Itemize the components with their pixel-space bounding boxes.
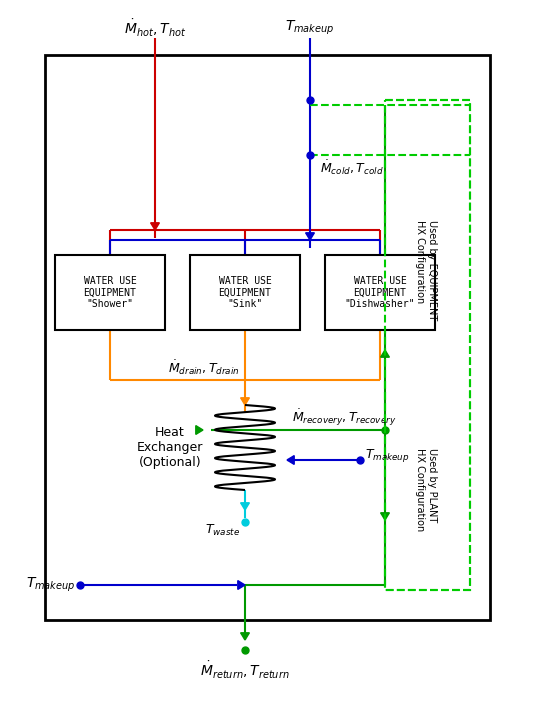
Text: $T_{makeup}$: $T_{makeup}$ (26, 576, 75, 594)
Polygon shape (287, 456, 294, 465)
Text: $\dot{M}_{drain}, T_{drain}$: $\dot{M}_{drain}, T_{drain}$ (168, 359, 240, 377)
Polygon shape (151, 223, 159, 230)
Bar (190, 255, 300, 330)
Bar (325, 255, 435, 330)
Text: WATER USE
EQUIPMENT
"Shower": WATER USE EQUIPMENT "Shower" (84, 276, 137, 309)
Polygon shape (241, 503, 249, 510)
Text: $\dot{M}_{cold}, T_{cold}$: $\dot{M}_{cold}, T_{cold}$ (320, 159, 384, 178)
Text: WATER USE
EQUIPMENT
"Dishwasher": WATER USE EQUIPMENT "Dishwasher" (345, 276, 415, 309)
Polygon shape (306, 233, 315, 240)
Bar (385, 100, 470, 590)
Text: WATER USE
EQUIPMENT
"Sink": WATER USE EQUIPMENT "Sink" (219, 276, 271, 309)
Polygon shape (381, 512, 389, 520)
Text: Used by EQUIPMENT
HX Configuration: Used by EQUIPMENT HX Configuration (415, 220, 437, 320)
Polygon shape (381, 350, 389, 357)
Polygon shape (196, 425, 203, 435)
Polygon shape (241, 633, 249, 640)
Text: $\dot{M}_{recovery}, T_{recovery}$: $\dot{M}_{recovery}, T_{recovery}$ (292, 408, 396, 428)
Polygon shape (238, 581, 245, 590)
Polygon shape (241, 398, 249, 405)
Text: $\dot{M}_{return}, T_{return}$: $\dot{M}_{return}, T_{return}$ (200, 659, 290, 680)
Bar (55, 255, 165, 330)
Text: $T_{makeup}$: $T_{makeup}$ (285, 19, 334, 37)
Text: Used by PLANT
HX Configuration: Used by PLANT HX Configuration (415, 449, 437, 531)
Bar (385, 100, 470, 590)
Text: $T_{waste}$: $T_{waste}$ (205, 522, 240, 538)
Text: $\dot{M}_{hot}, T_{hot}$: $\dot{M}_{hot}, T_{hot}$ (124, 18, 186, 39)
Text: $T_{makeup}$: $T_{makeup}$ (365, 446, 410, 463)
Text: Heat
Exchanger
(Optional): Heat Exchanger (Optional) (137, 426, 203, 469)
Bar (45, 55, 490, 620)
